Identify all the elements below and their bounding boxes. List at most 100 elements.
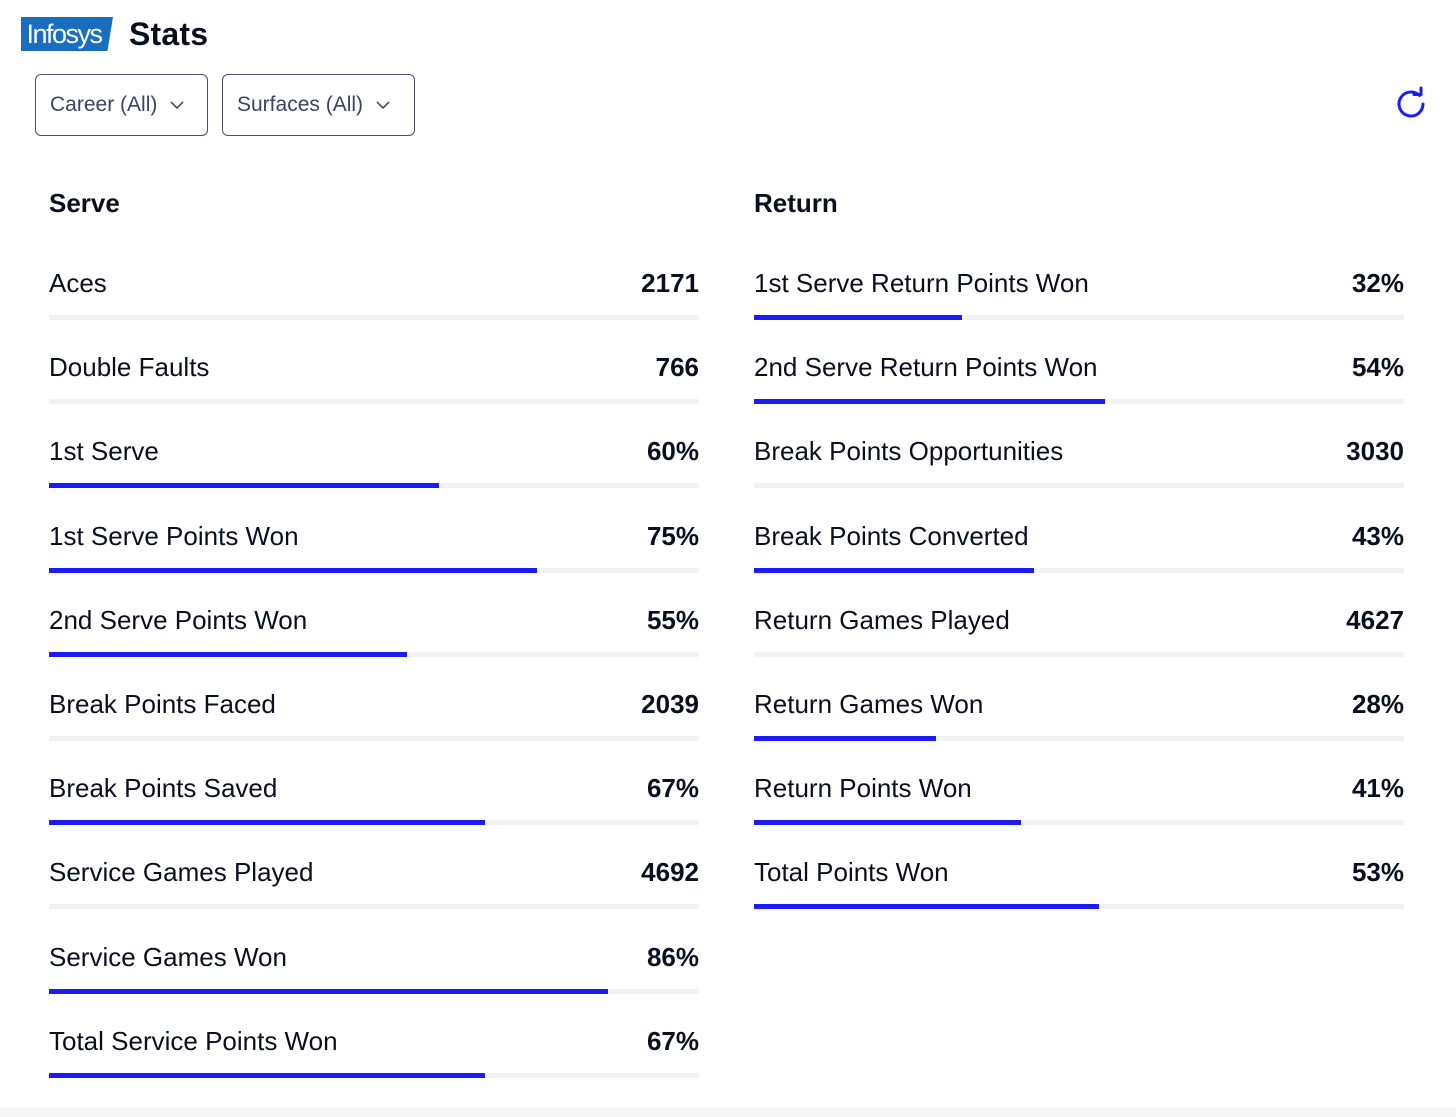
- stat-value: 2039: [641, 688, 699, 719]
- stat-bar-fill: [754, 567, 1034, 573]
- stat-row: Break Points Saved 67%: [49, 763, 699, 847]
- serve-stat-list: Aces 2171 Double Faults 766 1st Serve 60% 1st …: [49, 258, 699, 1100]
- stat-bar-fill: [754, 904, 1099, 910]
- stat-bar-track: [49, 399, 699, 405]
- serve-section: Serve Aces 2171 Double Faults 766 1st Serve 6…: [49, 186, 699, 1100]
- stat-bar-track: [754, 904, 1404, 910]
- stat-label: 1st Serve: [49, 436, 159, 467]
- stat-row: Break Points Opportunities 3030: [754, 426, 1404, 510]
- stat-value: 54%: [1351, 352, 1404, 383]
- stat-label: Total Points Won: [754, 857, 949, 888]
- chevron-down-icon: [376, 101, 390, 110]
- stat-label: 1st Serve Points Won: [49, 520, 299, 551]
- stat-bar-fill: [754, 399, 1105, 405]
- stat-row: Aces 2171: [49, 258, 699, 342]
- stat-bar-track: [49, 904, 699, 910]
- surfaces-select-value: Surfaces (All): [237, 93, 364, 116]
- return-heading: Return: [754, 188, 838, 218]
- stat-label: Aces: [49, 268, 107, 298]
- stat-label: Double Faults: [49, 352, 210, 383]
- stat-value: 86%: [646, 941, 699, 972]
- stat-value: 60%: [646, 436, 699, 467]
- stat-bar-track: [49, 315, 699, 320]
- stat-bar-track: [49, 483, 699, 489]
- stat-row: Break Points Faced 2039: [49, 679, 699, 763]
- stat-value: 67%: [646, 773, 699, 804]
- stat-value: 28%: [1351, 688, 1404, 719]
- stat-row: Break Points Converted 43%: [754, 511, 1404, 595]
- stat-value: 75%: [646, 520, 699, 551]
- stat-label: Total Service Points Won: [49, 1025, 338, 1056]
- stat-bar-track: [754, 399, 1404, 405]
- stat-bar-fill: [49, 651, 407, 657]
- stat-value: 4692: [641, 857, 699, 888]
- stat-value: 53%: [1351, 857, 1404, 888]
- stat-bar-fill: [754, 315, 962, 320]
- stat-bar-fill: [49, 1072, 485, 1078]
- stat-label: 1st Serve Return Points Won: [754, 268, 1089, 298]
- header: Infosys Stats: [21, 16, 208, 52]
- stat-row: Service Games Won 86%: [49, 932, 699, 1016]
- stat-label: 2nd Serve Points Won: [49, 604, 308, 635]
- stat-label: Return Points Won: [754, 773, 972, 804]
- career-select[interactable]: Career (All): [35, 74, 208, 136]
- stat-bar-track: [754, 651, 1404, 657]
- stat-row: Service Games Played 4692: [49, 847, 699, 931]
- stat-bar-track: [49, 820, 699, 826]
- stat-row: Total Service Points Won 67%: [49, 1016, 699, 1100]
- page-title: Stats: [129, 15, 209, 52]
- stat-row: Total Points Won 53%: [754, 847, 1404, 931]
- return-stat-list: 1st Serve Return Points Won 32% 2nd Serve …: [754, 258, 1404, 932]
- stat-bar-fill: [49, 567, 537, 573]
- stat-label: Break Points Converted: [754, 520, 1029, 551]
- chevron-down-icon: [170, 101, 184, 110]
- stat-value: 32%: [1351, 268, 1404, 298]
- stat-bar-track: [754, 735, 1404, 741]
- stat-value: 4627: [1346, 604, 1404, 635]
- stat-bar-track: [49, 988, 699, 994]
- stat-label: 2nd Serve Return Points Won: [754, 352, 1098, 383]
- stat-label: Break Points Opportunities: [754, 436, 1064, 467]
- stat-label: Service Games Played: [49, 857, 314, 888]
- stat-value: 43%: [1351, 520, 1404, 551]
- stat-bar-fill: [754, 735, 936, 741]
- stat-bar-fill: [49, 483, 439, 489]
- stat-value: 41%: [1351, 773, 1404, 804]
- stat-row: 1st Serve Return Points Won 32%: [754, 258, 1404, 342]
- surfaces-select[interactable]: Surfaces (All): [222, 74, 415, 136]
- stat-bar-track: [49, 1072, 699, 1078]
- stat-label: Service Games Won: [49, 941, 287, 972]
- stat-value: 2171: [641, 268, 699, 298]
- stat-bar-track: [754, 820, 1404, 826]
- stat-bar-track: [49, 735, 699, 741]
- stat-label: Return Games Played: [754, 604, 1010, 635]
- stat-value: 3030: [1346, 436, 1404, 467]
- stat-row: Double Faults 766: [49, 342, 699, 426]
- stat-bar-track: [754, 483, 1404, 489]
- stat-row: 2nd Serve Points Won 55%: [49, 595, 699, 679]
- stat-bar-track: [754, 567, 1404, 573]
- stat-bar-fill: [49, 988, 608, 994]
- stat-bar-fill: [49, 820, 485, 826]
- stat-value: 55%: [646, 604, 699, 635]
- stat-bar-track: [754, 315, 1404, 320]
- stat-bar-track: [49, 567, 699, 573]
- stat-row: 1st Serve 60%: [49, 426, 699, 510]
- serve-heading: Serve: [49, 188, 120, 218]
- stat-label: Return Games Won: [754, 688, 984, 719]
- filter-bar: Career (All) Surfaces (All): [35, 74, 415, 136]
- infosys-logo[interactable]: Infosys: [21, 17, 113, 51]
- stat-bar-fill: [754, 820, 1021, 826]
- stat-row: Return Games Played 4627: [754, 595, 1404, 679]
- stat-row: 1st Serve Points Won 75%: [49, 511, 699, 595]
- stat-row: Return Points Won 41%: [754, 763, 1404, 847]
- stat-row: Return Games Won 28%: [754, 679, 1404, 763]
- stat-row: 2nd Serve Return Points Won 54%: [754, 342, 1404, 426]
- stat-value: 67%: [646, 1025, 699, 1056]
- stat-value: 766: [655, 352, 699, 383]
- refresh-icon[interactable]: [1393, 86, 1429, 122]
- stat-bar-track: [49, 651, 699, 657]
- career-select-value: Career (All): [50, 93, 158, 116]
- stat-label: Break Points Faced: [49, 688, 276, 719]
